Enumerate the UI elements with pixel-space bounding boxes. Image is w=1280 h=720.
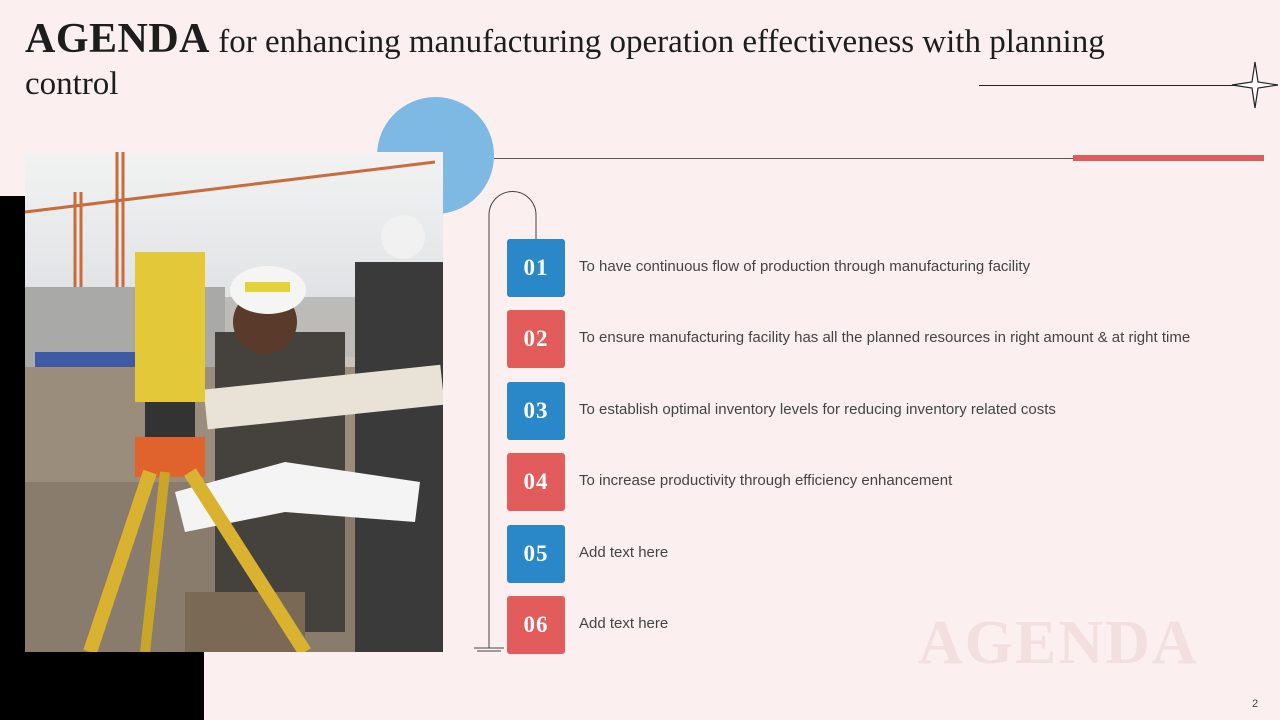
agenda-number-badge: 05 <box>507 525 565 583</box>
agenda-item-text: To establish optimal inventory levels fo… <box>579 401 1056 418</box>
title-bold: AGENDA <box>25 16 211 62</box>
agenda-number-badge: 01 <box>507 239 565 297</box>
page-number: 2 <box>1252 698 1259 710</box>
agenda-watermark: AGENDA <box>918 609 1199 677</box>
agenda-number-badge: 06 <box>507 596 565 654</box>
agenda-item-text: Add text here <box>579 544 669 561</box>
agenda-item-5: 05 Add text here <box>507 525 1267 583</box>
construction-photo <box>25 152 443 652</box>
agenda-number-badge: 02 <box>507 310 565 368</box>
agenda-item-6: 06 Add text here <box>507 596 1267 654</box>
agenda-item-2: 02 To ensure manufacturing facility has … <box>507 310 1267 368</box>
title-rest: for enhancing manufacturing operation ef… <box>25 24 1105 102</box>
agenda-item-text: To ensure manufacturing facility has all… <box>579 329 1191 346</box>
agenda-number-badge: 03 <box>507 382 565 440</box>
slide-title: AGENDA for enhancing manufacturing opera… <box>25 18 1125 105</box>
agenda-item-text: To increase productivity through efficie… <box>579 472 953 489</box>
timeline-hook-line <box>474 191 537 652</box>
agenda-item-text: Add text here <box>579 615 669 632</box>
decorative-line <box>979 85 1234 86</box>
red-accent-bar <box>1073 155 1264 161</box>
agenda-number-badge: 04 <box>507 453 565 511</box>
agenda-item-1: 01 To have continuous flow of production… <box>507 239 1267 297</box>
horizontal-divider <box>494 158 1074 159</box>
agenda-item-4: 04 To increase productivity through effi… <box>507 453 1267 511</box>
sparkle-star-icon <box>1231 61 1279 109</box>
agenda-item-3: 03 To establish optimal inventory levels… <box>507 382 1267 440</box>
agenda-item-text: To have continuous flow of production th… <box>579 258 1031 275</box>
